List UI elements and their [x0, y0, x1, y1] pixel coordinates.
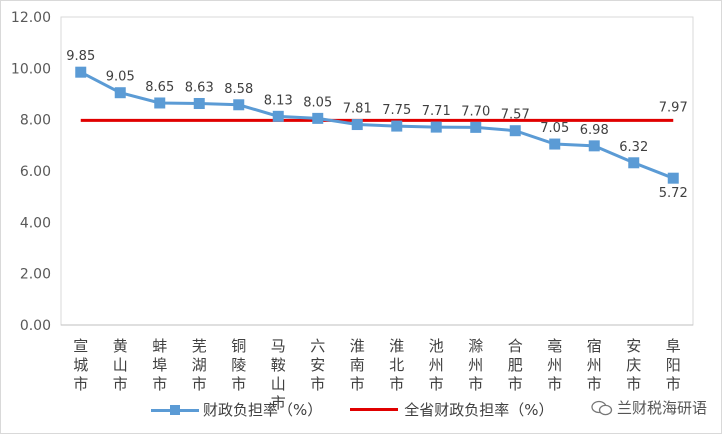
watermark: 兰财税海研语	[591, 397, 707, 418]
x-tick-label: 马鞍山市	[271, 337, 286, 412]
legend-label-series-1: 财政负担率（%）	[203, 401, 323, 419]
data-label: 7.71	[422, 104, 451, 119]
x-tick-label: 芜湖市	[192, 337, 207, 393]
data-point	[272, 110, 284, 122]
data-label: 7.75	[382, 103, 411, 118]
data-point	[233, 99, 245, 111]
data-point	[75, 66, 87, 78]
x-tick-label: 蚌埠市	[152, 337, 167, 393]
y-tick-label: 12.00	[11, 10, 51, 26]
data-label: 6.98	[580, 123, 609, 138]
data-point	[193, 97, 205, 109]
data-label: 8.13	[264, 93, 293, 108]
data-label: 9.85	[66, 49, 95, 64]
x-tick-label: 池州市	[429, 337, 444, 393]
data-label: 7.70	[461, 104, 490, 119]
x-tick-label: 淮南市	[350, 337, 365, 393]
data-label: 7.05	[540, 121, 569, 136]
data-label: 7.57	[501, 108, 530, 123]
x-tick-label: 阜阳市	[666, 337, 681, 393]
data-point	[667, 172, 679, 184]
data-point	[391, 120, 403, 132]
legend-swatch-series-2	[350, 408, 399, 411]
y-tick-label: 0.00	[20, 318, 51, 334]
data-label: 9.05	[106, 70, 135, 85]
data-point	[588, 140, 600, 152]
x-tick-label: 六安市	[310, 337, 325, 393]
data-point	[430, 121, 442, 133]
x-tick-label: 合肥市	[508, 337, 523, 393]
watermark-text: 兰财税海研语	[616, 399, 707, 417]
wechat-icon	[591, 400, 613, 416]
data-point	[312, 112, 324, 124]
legend-label-series-2: 全省财政负担率（%）	[404, 401, 554, 419]
data-label: 8.58	[224, 82, 253, 97]
data-point	[114, 87, 126, 99]
data-label: 8.63	[185, 80, 214, 95]
y-tick-label: 8.00	[20, 113, 51, 129]
y-tick-label: 2.00	[20, 267, 51, 283]
x-tick-label: 淮北市	[389, 337, 404, 393]
y-tick-label: 4.00	[20, 215, 51, 231]
x-tick-label: 宿州市	[587, 337, 602, 393]
plot-area	[60, 16, 694, 326]
data-label: 8.05	[303, 95, 332, 110]
data-point	[549, 138, 561, 150]
legend-swatch-series-1	[151, 402, 199, 418]
legend-item-series-1: 财政负担率（%）	[151, 399, 322, 420]
y-tick-label: 6.00	[20, 164, 51, 180]
y-tick-label: 10.00	[11, 61, 51, 77]
series-line-city	[80, 70, 674, 180]
data-label: 5.72	[659, 186, 688, 201]
legend-item-series-2: 全省财政负担率（%）	[350, 399, 554, 420]
data-point	[509, 125, 521, 137]
data-point	[154, 97, 166, 109]
x-tick-label: 铜陵市	[231, 337, 246, 393]
data-point	[470, 121, 482, 133]
data-point	[628, 157, 640, 169]
x-tick-label: 滁州市	[468, 337, 483, 393]
data-label: 8.65	[145, 80, 174, 95]
data-point	[351, 119, 363, 131]
x-tick-label: 安庆市	[626, 337, 641, 393]
x-tick-label: 黄山市	[113, 337, 128, 393]
x-tick-label: 亳州市	[547, 337, 562, 393]
x-tick-label: 宣城市	[73, 337, 88, 393]
data-label: 7.81	[343, 102, 372, 117]
legend: 财政负担率（%） 全省财政负担率（%）	[151, 399, 554, 420]
data-label: 6.32	[619, 140, 648, 155]
data-label-province: 7.97	[659, 100, 688, 115]
